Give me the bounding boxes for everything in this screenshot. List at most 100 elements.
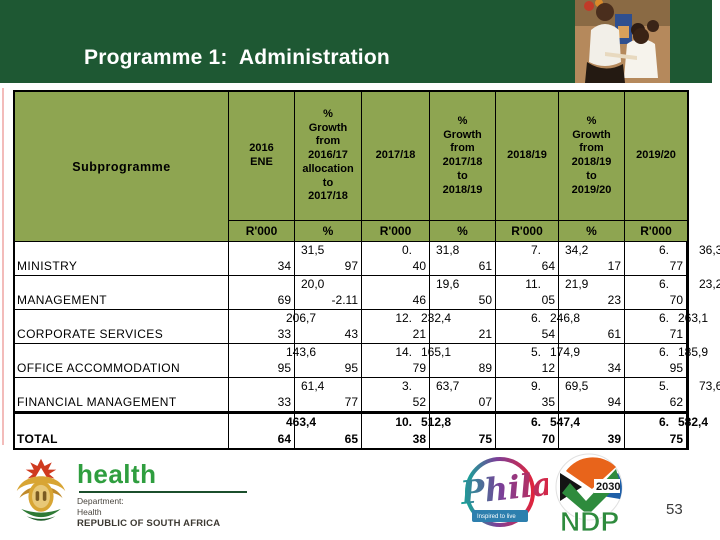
value-line2: 77 (669, 259, 683, 273)
overflow-value: 23,2 (699, 277, 720, 291)
value-cell: 246,8 61 (550, 310, 625, 343)
value-line2: 21 (478, 327, 492, 341)
value-line2: 35 (541, 395, 555, 409)
column-unit-label: R'000 (229, 220, 294, 241)
table-row: FINANCIAL MANAGEMENT 33 61,4 77 3. 52 63,7 07 9.… (15, 377, 720, 411)
row-label: OFFICE ACCOMMODATION (15, 344, 229, 377)
value-cell: 6. 70 (625, 276, 687, 309)
value-cell: 14. 79 (362, 344, 430, 377)
health-underline (79, 491, 247, 493)
value-line1: 174,9 (550, 345, 581, 359)
value-cell: 64 (229, 414, 295, 448)
table-header-row: Subprogramme 2016 ENE R'000% Growth from 2… (15, 92, 687, 241)
value-line2: 21 (412, 327, 426, 341)
column-header-group: 2018/19 R'000 (496, 92, 559, 241)
value-cell: 232,4 21 (421, 310, 496, 343)
value-line1: 21,9 (565, 277, 589, 291)
column-header-label: 2018/19 (507, 149, 547, 162)
column-header-label: % Growth from 2018/19 to 2019/20 (571, 114, 612, 196)
value-cell: 21,9 23 (559, 276, 625, 309)
value-line1: 547,4 (550, 415, 581, 429)
value-line2: 50 (478, 293, 492, 307)
value-cell: 20,0 -2.11 (295, 276, 362, 309)
value-line2: -2.11 (331, 293, 358, 307)
value-cell: 9. 35 (496, 378, 559, 411)
value-line2: 94 (607, 395, 621, 409)
value-cell: 69,5 94 (559, 378, 625, 411)
budget-table: Subprogramme 2016 ENE R'000% Growth from 2… (13, 90, 720, 450)
value-cell: 0. 40 (362, 242, 430, 275)
value-line2: 70 (541, 432, 555, 446)
value-line1: 165,1 (421, 345, 452, 359)
value-line1: 512,8 (421, 415, 452, 429)
overflow-value: 582,4 (678, 415, 709, 429)
value-line2: 46 (412, 293, 426, 307)
column-header-group: % Growth from 2016/17 allocation to 2017… (295, 92, 362, 241)
health-wordmark: health (77, 459, 157, 489)
value-line1: 69,5 (565, 379, 589, 393)
value-line2: 54 (541, 327, 555, 341)
value-line2: 79 (412, 361, 426, 375)
value-line2: 64 (541, 259, 555, 273)
value-line1: 63,7 (436, 379, 460, 393)
value-cell: 34 (229, 242, 295, 275)
value-line1: 7. (530, 243, 541, 257)
value-line1: 6. (530, 415, 541, 429)
value-line2: 33 (277, 327, 291, 341)
value-line2: 95 (344, 361, 358, 375)
column-unit-label: R'000 (362, 220, 429, 241)
page-number: 53 (666, 501, 683, 518)
value-line2: 89 (478, 361, 492, 375)
value-cell: 6. 95 (625, 344, 687, 377)
value-cell: 61,4 77 (295, 378, 362, 411)
value-cell: 12. 21 (362, 310, 430, 343)
column-unit-label: R'000 (625, 220, 687, 241)
value-cell: 31,5 97 (295, 242, 362, 275)
value-cell: 33 (229, 310, 295, 343)
column-header-group: 2019/20 R'000 (625, 92, 687, 241)
value-line2: 61 (478, 259, 492, 273)
column-header-group: 2016 ENE R'000 (229, 92, 295, 241)
table-row: CORPORATE SERVICES 33 206,7 43 12. 21 232,4 21 6… (15, 309, 708, 343)
row-label: MINISTRY (15, 242, 229, 275)
value-line1: 31,5 (301, 243, 325, 257)
department-of-health-logo: health Department: Health REPUBLIC OF SO… (14, 457, 247, 532)
value-line2: 62 (669, 395, 683, 409)
table-row: MANAGEMENT 69 20,0 -2.11 46 19,6 50 11. 05 21,9 23… (15, 275, 720, 309)
value-cell: 10. 38 (362, 414, 430, 448)
value-line1: 463,4 (286, 415, 317, 429)
value-line2: 65 (344, 432, 358, 446)
value-line2: 75 (478, 432, 492, 446)
value-cell: 63,7 07 (430, 378, 496, 411)
value-line2: 43 (344, 327, 358, 341)
overflow-value: 73,6 (699, 379, 720, 393)
value-line2: 64 (277, 432, 291, 446)
value-line2: 75 (669, 432, 683, 446)
value-line2: 05 (541, 293, 555, 307)
value-cell: 6. 70 (496, 414, 559, 448)
column-header-group: % Growth from 2017/18 to 2018/19% (430, 92, 496, 241)
column-header-group: 2017/18 R'000 (362, 92, 430, 241)
phila-tagline: Inspired to live (477, 514, 516, 520)
value-line1: 143,6 (286, 345, 317, 359)
value-line1: 206,7 (286, 311, 317, 325)
value-cell: 165,1 89 (421, 344, 496, 377)
value-line2: 23 (607, 293, 621, 307)
column-header-label: 2016 ENE (249, 142, 274, 168)
value-cell: 19,6 50 (430, 276, 496, 309)
value-cell: 512,8 75 (421, 414, 496, 448)
department-text-block: health Department: Health REPUBLIC OF SO… (77, 457, 247, 532)
column-unit-label: % (295, 220, 361, 241)
value-line2: 34 (607, 361, 621, 375)
value-line1: 6. (658, 311, 669, 325)
row-label: MANAGEMENT (15, 276, 229, 309)
value-line2: 07 (478, 395, 492, 409)
column-unit-label: R'000 (496, 220, 558, 241)
value-cell: 6. 54 (496, 310, 559, 343)
department-line3: REPUBLIC OF SOUTH AFRICA (77, 518, 221, 530)
value-line1: 6. (658, 277, 669, 291)
value-line2: 77 (344, 395, 358, 409)
value-line1: 5. (658, 379, 669, 393)
value-line1: 232,4 (421, 311, 452, 325)
